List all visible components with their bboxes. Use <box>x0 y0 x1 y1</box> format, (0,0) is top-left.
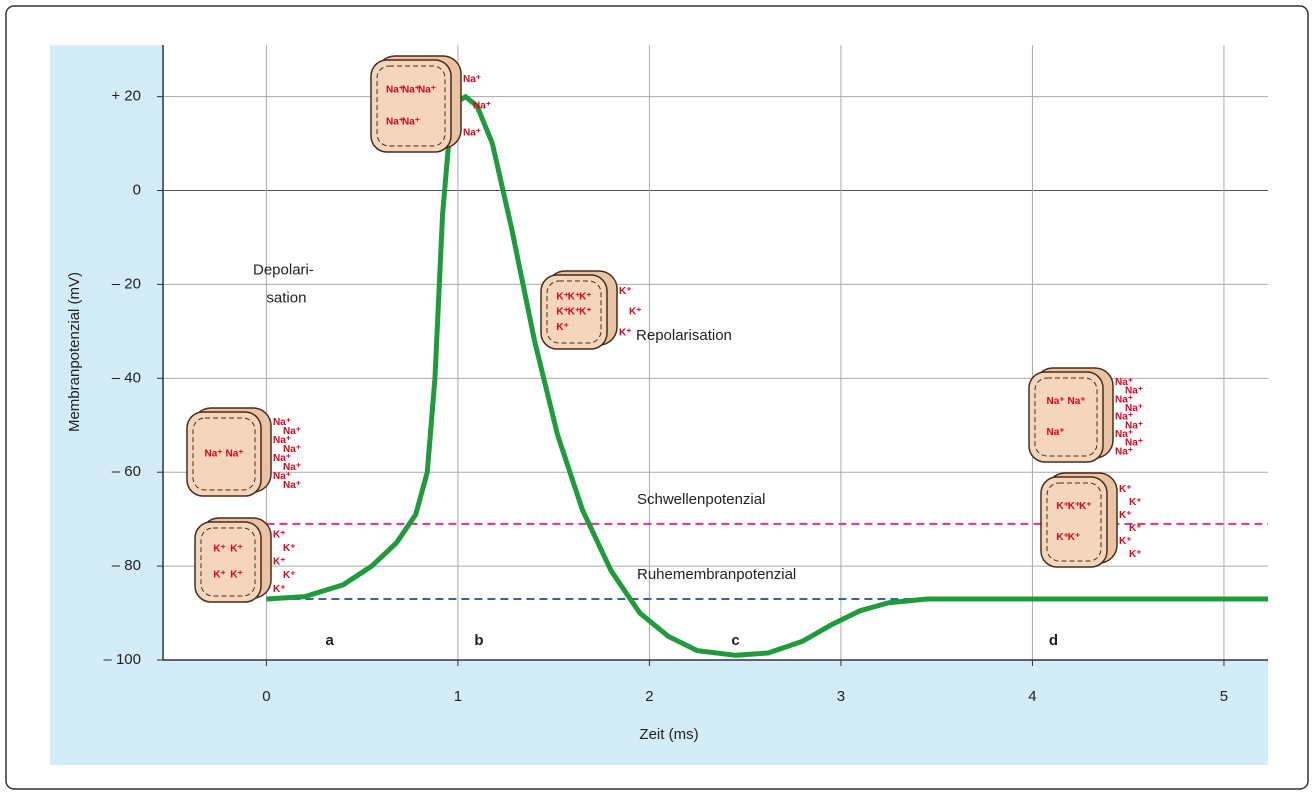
annotation: Repolarisation <box>636 327 732 344</box>
ion-label: K⁺ <box>230 544 243 555</box>
y-axis-label: Membranpotenzial (mV) <box>66 272 83 432</box>
x-tick-label: 4 <box>1028 688 1036 705</box>
ion-label: K⁺ <box>619 327 632 338</box>
ion-label: K⁺ <box>273 529 286 540</box>
ion-label: K⁺ <box>1119 484 1132 495</box>
ion-label: Na⁺ <box>204 449 222 460</box>
y-tick-label: – 100 <box>103 651 141 668</box>
ion-label: K⁺ <box>1129 549 1142 560</box>
x-tick-label: 0 <box>262 688 270 705</box>
ion-label: Na⁺ <box>463 74 481 85</box>
ion-label: Na⁺ <box>418 85 436 96</box>
ion-label: Na⁺ <box>225 449 243 460</box>
reference-label: Ruhemembranpotenzial <box>637 566 796 583</box>
y-tick-label: – 60 <box>112 463 141 480</box>
ion-label: Na⁺ <box>1115 446 1133 457</box>
ion-label: K⁺ <box>273 584 286 595</box>
y-tick-label: – 80 <box>112 557 141 574</box>
annotation: Depolari- <box>253 261 314 278</box>
ion-label: K⁺ <box>1129 497 1142 508</box>
x-tick-label: 3 <box>837 688 845 705</box>
y-tick-label: – 40 <box>112 369 141 386</box>
ion-label: K⁺ <box>1119 536 1132 547</box>
ion-label: Na⁺ <box>1046 427 1064 438</box>
ion-label: Na⁺ <box>283 480 301 491</box>
ion-label: Na⁺ <box>1067 396 1085 407</box>
y-tick-label: – 20 <box>112 275 141 292</box>
ion-label: K⁺ <box>283 543 296 554</box>
cell-face <box>1029 372 1103 462</box>
cell-face <box>195 522 261 602</box>
reference-label: Schwellenpotenzial <box>637 491 765 508</box>
x-tick-label: 5 <box>1220 688 1228 705</box>
ion-label: Na⁺ <box>463 127 481 138</box>
y-tick-label: + 20 <box>111 88 141 105</box>
annotation: c <box>731 632 739 649</box>
ion-label: K⁺ <box>213 544 226 555</box>
ion-label: Na⁺ <box>1046 396 1064 407</box>
ion-label: K⁺ <box>1068 532 1081 543</box>
cell: K⁺ K⁺ K⁺ K⁺ K⁺ K⁺ K⁺ K⁺ K⁺ <box>195 518 296 602</box>
annotation: b <box>474 632 483 649</box>
ion-label: K⁺ <box>213 570 226 581</box>
ion-label: Na⁺ <box>402 117 420 128</box>
cell: Na⁺Na⁺Na⁺Na⁺Na⁺Na⁺Na⁺Na⁺Na⁺Na⁺Na⁺Na⁺ <box>1029 368 1143 462</box>
ion-label: K⁺ <box>579 291 592 302</box>
ion-label: K⁺ <box>629 307 642 318</box>
annotation: sation <box>266 289 306 306</box>
ion-label: K⁺ <box>283 570 296 581</box>
ion-label: K⁺ <box>230 570 243 581</box>
chart: Zeit (ms) Membranpotenzial (mV) + 20 0 – 2… <box>0 0 1314 795</box>
ion-label: Na⁺ <box>473 101 491 112</box>
ion-label: K⁺ <box>1079 501 1092 512</box>
ion-label: K⁺ <box>556 322 569 333</box>
cell-face <box>371 60 451 152</box>
x-axis-label: Zeit (ms) <box>639 726 698 743</box>
cell-face <box>187 412 261 496</box>
ion-label: K⁺ <box>273 557 286 568</box>
ion-label: K⁺ <box>579 307 592 318</box>
annotation: d <box>1049 632 1058 649</box>
ion-label: K⁺ <box>619 286 632 297</box>
cell-face <box>1041 477 1107 567</box>
x-tick-label: 2 <box>645 688 653 705</box>
x-tick-label: 1 <box>454 688 462 705</box>
ion-label: K⁺ <box>1129 523 1142 534</box>
ion-label: K⁺ <box>1119 510 1132 521</box>
y-tick-label: 0 <box>133 182 141 199</box>
annotation: a <box>325 632 334 649</box>
cell: Na⁺Na⁺Na⁺Na⁺Na⁺Na⁺Na⁺Na⁺Na⁺Na⁺ <box>187 408 301 496</box>
